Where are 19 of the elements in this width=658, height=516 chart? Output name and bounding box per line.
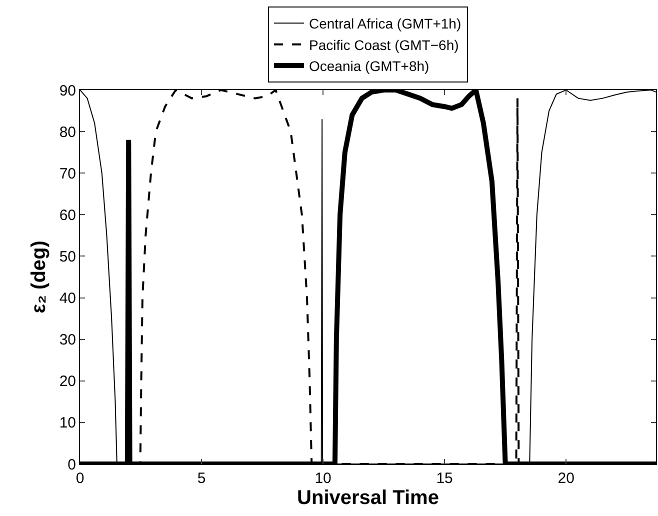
legend-label: Central Africa (GMT+1h): [309, 16, 462, 32]
legend-label: Oceania (GMT+8h): [309, 58, 430, 74]
x-tick-label: 15: [436, 470, 453, 487]
y-tick-label: 80: [59, 124, 76, 141]
y-tick-label: 90: [59, 82, 76, 100]
x-tick-label: 10: [314, 470, 332, 487]
x-tick-label: 5: [197, 470, 206, 487]
y-tick-label: 70: [59, 165, 76, 182]
y-tick-label: 0: [68, 456, 76, 474]
x-tick-label: 20: [558, 470, 574, 487]
y-tick-label: 50: [59, 248, 76, 266]
legend-label: Pacific Coast (GMT−6h): [309, 36, 459, 53]
y-axis-title: ε₂ (deg): [28, 240, 50, 314]
y-tick-label: 40: [59, 290, 76, 308]
y-tick-label: 20: [59, 373, 76, 390]
y-tick-label: 30: [59, 332, 76, 349]
x-axis-title: Universal Time: [297, 487, 439, 509]
y-tick-label: 60: [59, 206, 76, 224]
y-tick-label: 10: [59, 414, 76, 432]
